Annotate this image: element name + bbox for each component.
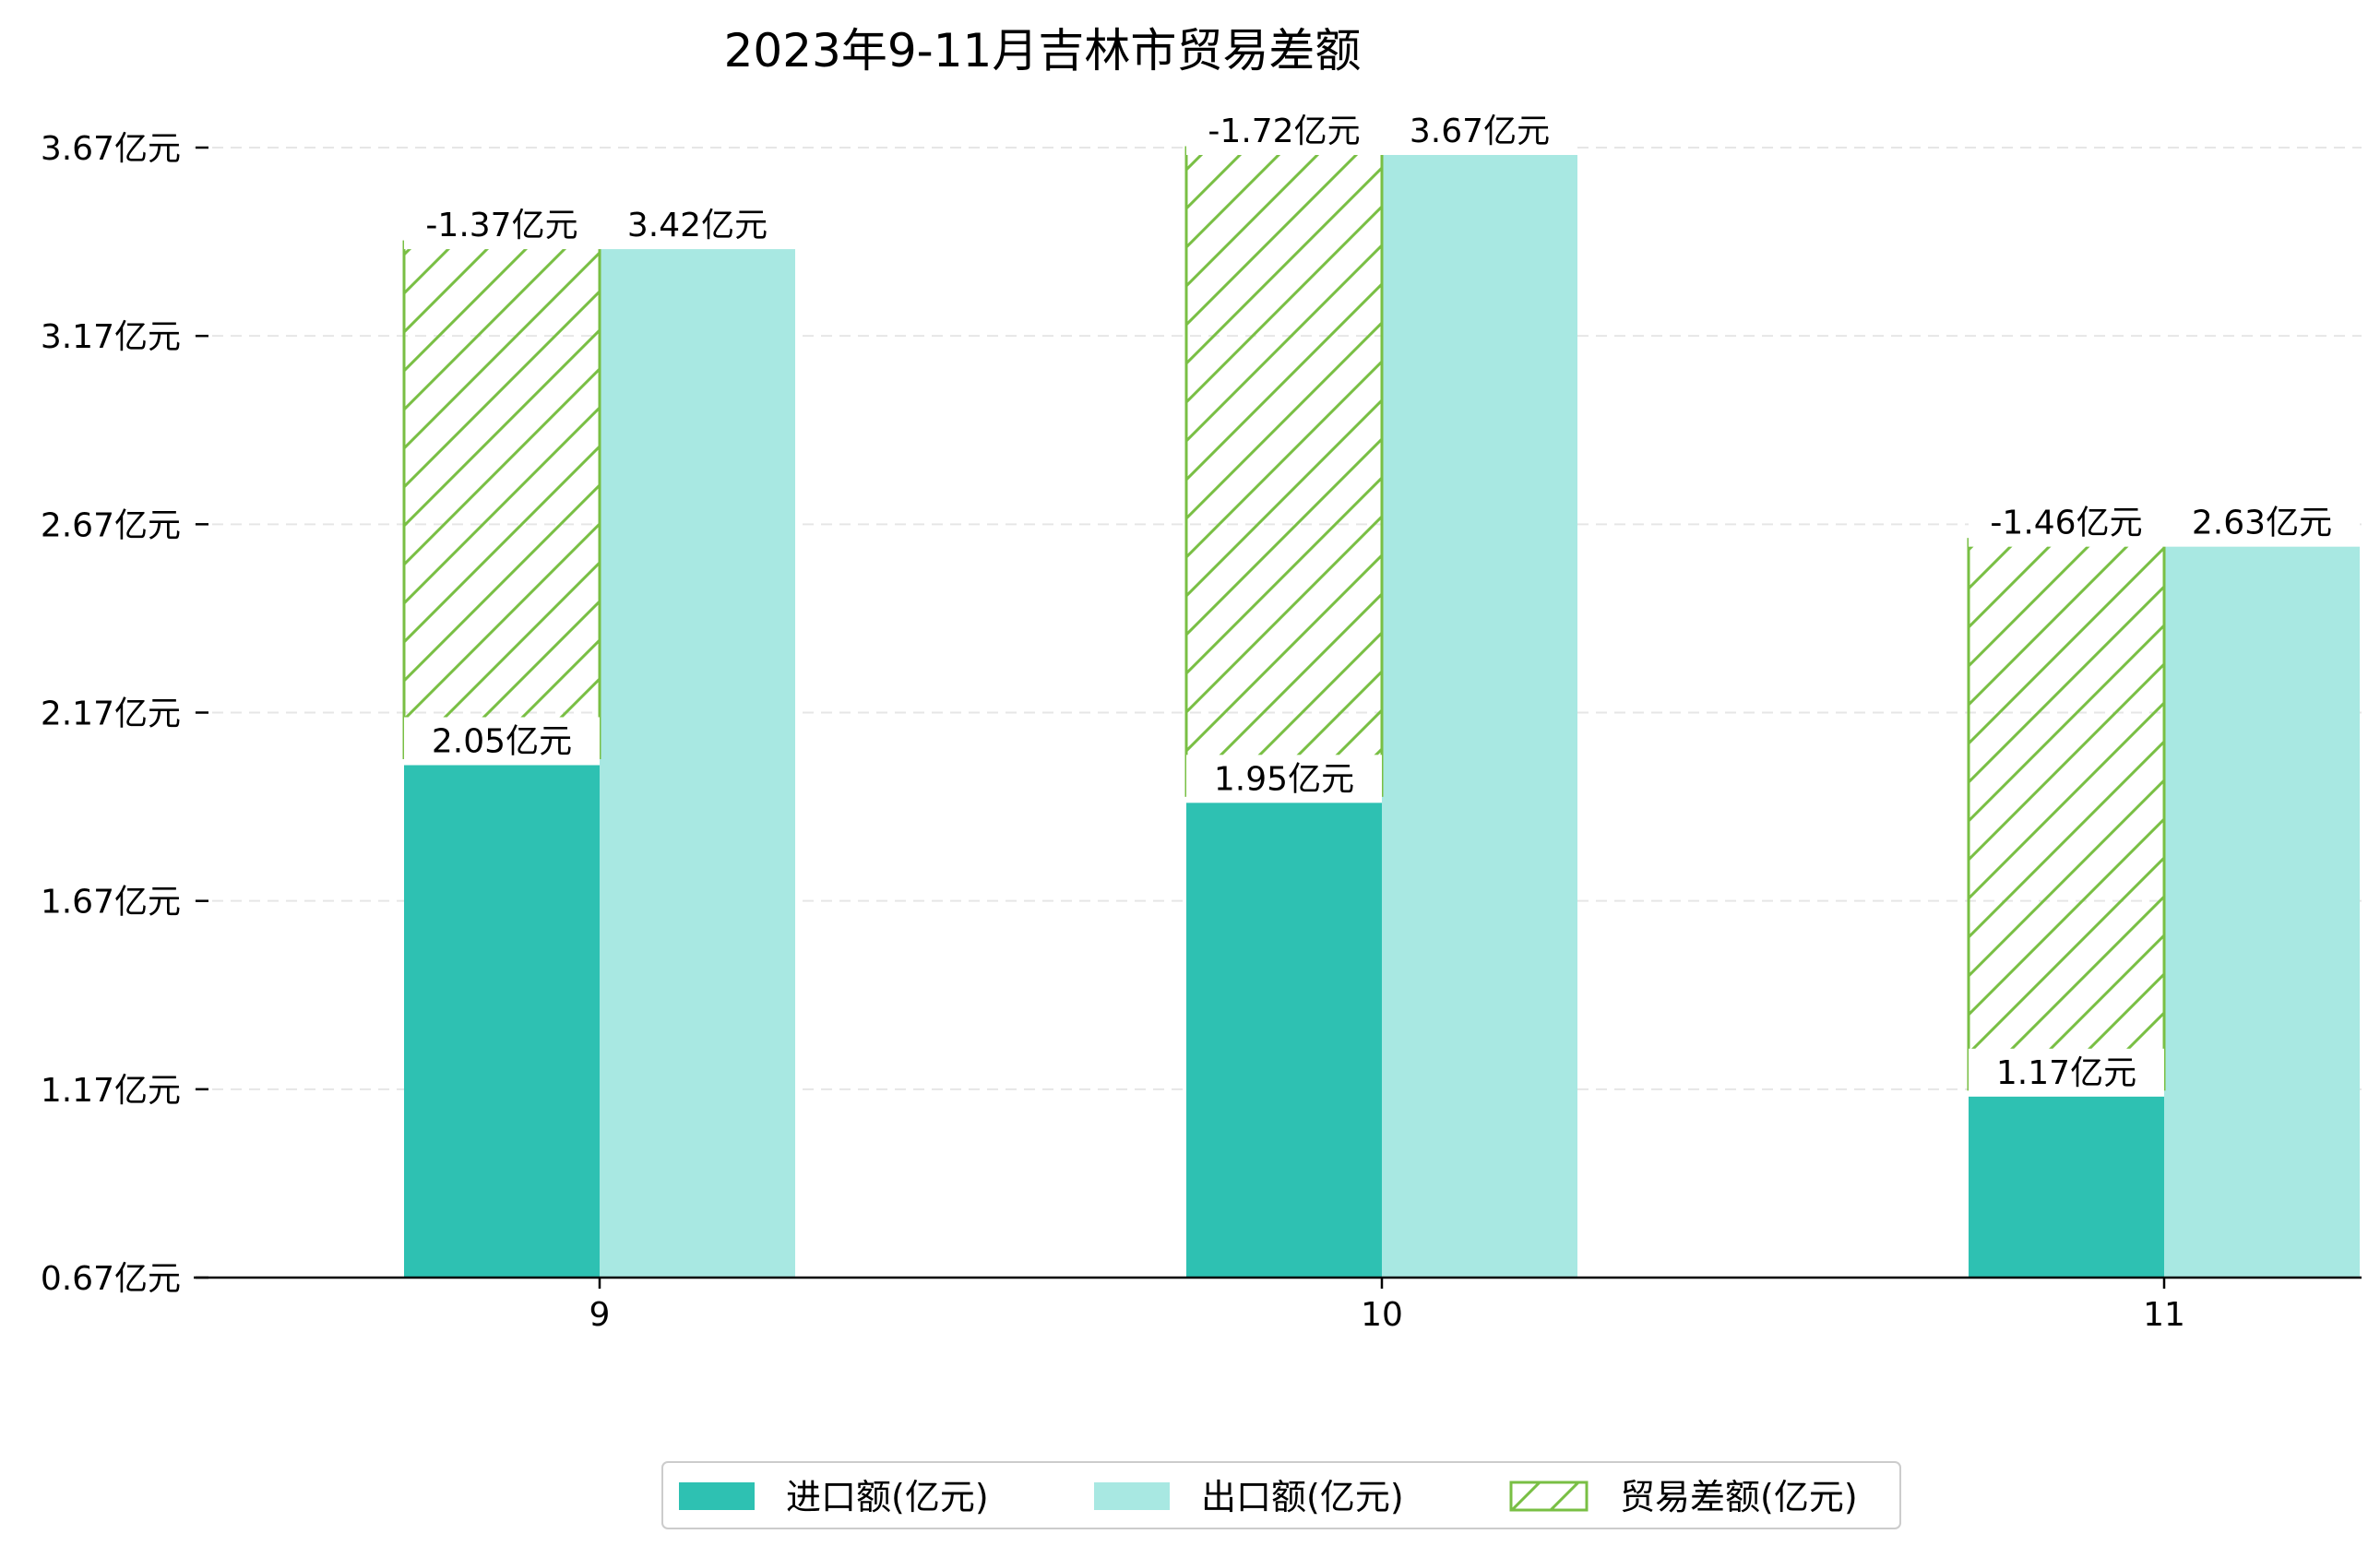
y-tick-label: 1.17亿元: [41, 1072, 181, 1110]
legend-label-import: 进口额(亿元): [786, 1477, 989, 1517]
legend-swatch-balance: [1509, 1481, 1589, 1512]
bar-export: [600, 242, 795, 1278]
bar-balance: [1967, 538, 2166, 1091]
data-label-export-box: [600, 201, 795, 250]
data-label-export: 3.67亿元: [1410, 113, 1550, 150]
bar-import: [1186, 795, 1382, 1278]
y-tick-label: 1.67亿元: [41, 884, 181, 922]
data-label-balance: -1.37亿元: [425, 207, 577, 244]
legend-frame: [661, 1461, 1901, 1529]
y-tick-label: 2.17亿元: [41, 696, 181, 733]
bar-balance: [402, 240, 601, 760]
legend: 进口额(亿元) 出口额(亿元) 贸易差额(亿元): [661, 1461, 1901, 1529]
legend-label-export: 出口额(亿元): [1201, 1477, 1404, 1517]
data-label-export: 2.63亿元: [2192, 505, 2332, 542]
data-label-export: 3.42亿元: [627, 207, 768, 244]
legend-swatch-export: [1094, 1482, 1170, 1510]
bar-import: [1969, 1088, 2164, 1278]
data-label-balance-box: [1969, 498, 2164, 547]
bar-import: [404, 757, 600, 1278]
chart-title: 2023年9-11月吉林市贸易差额: [724, 24, 1362, 77]
data-label-balance: -1.46亿元: [1990, 505, 2142, 542]
data-label-import: 2.05亿元: [432, 723, 572, 761]
bar-export: [2164, 539, 2360, 1278]
bar-balance: [1184, 146, 1384, 797]
data-label-import-box: [1969, 1048, 2164, 1097]
y-tick-label: 3.17亿元: [41, 318, 181, 356]
legend-swatch-import: [679, 1482, 755, 1510]
x-tick-label: 9: [589, 1296, 611, 1334]
data-label-balance: -1.72亿元: [1208, 113, 1360, 150]
data-label-import-box: [404, 717, 600, 766]
data-label-import-box: [1186, 755, 1382, 803]
data-label-balance-box: [1186, 107, 1382, 155]
y-tick-label: 3.67亿元: [41, 130, 181, 168]
x-tick-label: 10: [1361, 1296, 1403, 1334]
bar-export: [1382, 148, 1577, 1278]
data-label-export-box: [1382, 107, 1577, 155]
data-label-import: 1.17亿元: [1996, 1054, 2136, 1092]
data-label-import: 1.95亿元: [1214, 760, 1354, 798]
y-tick-label: 2.67亿元: [41, 506, 181, 544]
legend-label-balance: 贸易差额(亿元): [1620, 1477, 1858, 1517]
y-tick-label: 0.67亿元: [41, 1260, 181, 1298]
x-tick-label: 11: [2143, 1296, 2185, 1334]
data-label-balance-box: [404, 201, 600, 250]
data-label-export-box: [2164, 498, 2360, 547]
